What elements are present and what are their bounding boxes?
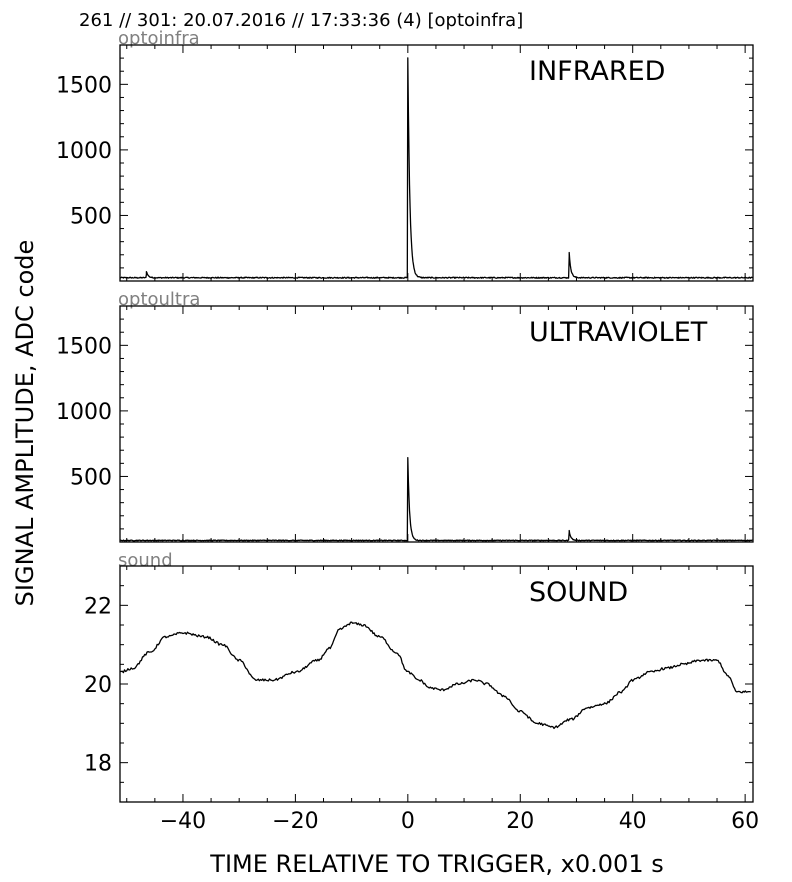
panel-sound-frame bbox=[119, 565, 754, 803]
panel-infrared-ytick-label: 1000 bbox=[56, 139, 112, 164]
x-tick-label: 0 bbox=[401, 809, 415, 834]
panel-sound-series-line bbox=[120, 621, 751, 730]
panel-ultraviolet-ytick-label: 500 bbox=[70, 465, 112, 490]
panel-infrared-title: INFRARED bbox=[529, 56, 665, 87]
panel-infrared-subtitle: optoinfra bbox=[118, 28, 200, 49]
panel-ultraviolet-ytick-label: 1500 bbox=[56, 334, 112, 359]
panel-ultraviolet: optoultra ULTRAVIOLET 500 1000 1500 bbox=[56, 289, 754, 543]
panel-infrared-ytick-label: 500 bbox=[70, 204, 112, 229]
panel-ultraviolet-series-line bbox=[119, 456, 753, 542]
panel-sound-subtitle: sound bbox=[118, 550, 173, 571]
panel-infrared-series-line bbox=[119, 57, 753, 279]
x-axis-label: TIME RELATIVE TO TRIGGER, x0.001 s bbox=[209, 850, 663, 878]
panel-sound-ytick-label: 22 bbox=[84, 594, 112, 619]
x-tick-label: 40 bbox=[619, 809, 647, 834]
panel-ultraviolet-ytick-label: 1000 bbox=[56, 400, 112, 425]
x-tick-label: −20 bbox=[272, 809, 318, 834]
x-tick-label: 60 bbox=[731, 809, 759, 834]
panel-infrared-ytick-label: 1500 bbox=[56, 73, 112, 98]
x-tick-label: −40 bbox=[160, 809, 206, 834]
y-axis-label: SIGNAL AMPLITUDE, ADC code bbox=[11, 240, 39, 607]
panel-infrared: optoinfra INFRARED 500 1000 1500 bbox=[56, 28, 754, 282]
figure-header: 261 // 301: 20.07.2016 // 17:33:36 (4) [… bbox=[79, 10, 523, 31]
panel-sound-title: SOUND bbox=[529, 577, 628, 608]
panel-sound: sound SOUND 18 20 22 −40 −20 0 20 40 60 bbox=[84, 550, 759, 834]
panel-sound-ytick-label: 20 bbox=[84, 673, 112, 698]
x-tick-label: 20 bbox=[506, 809, 534, 834]
panel-sound-ytick-label: 18 bbox=[84, 752, 112, 777]
panel-ultraviolet-title: ULTRAVIOLET bbox=[529, 317, 708, 348]
panel-ultraviolet-subtitle: optoultra bbox=[118, 289, 200, 310]
